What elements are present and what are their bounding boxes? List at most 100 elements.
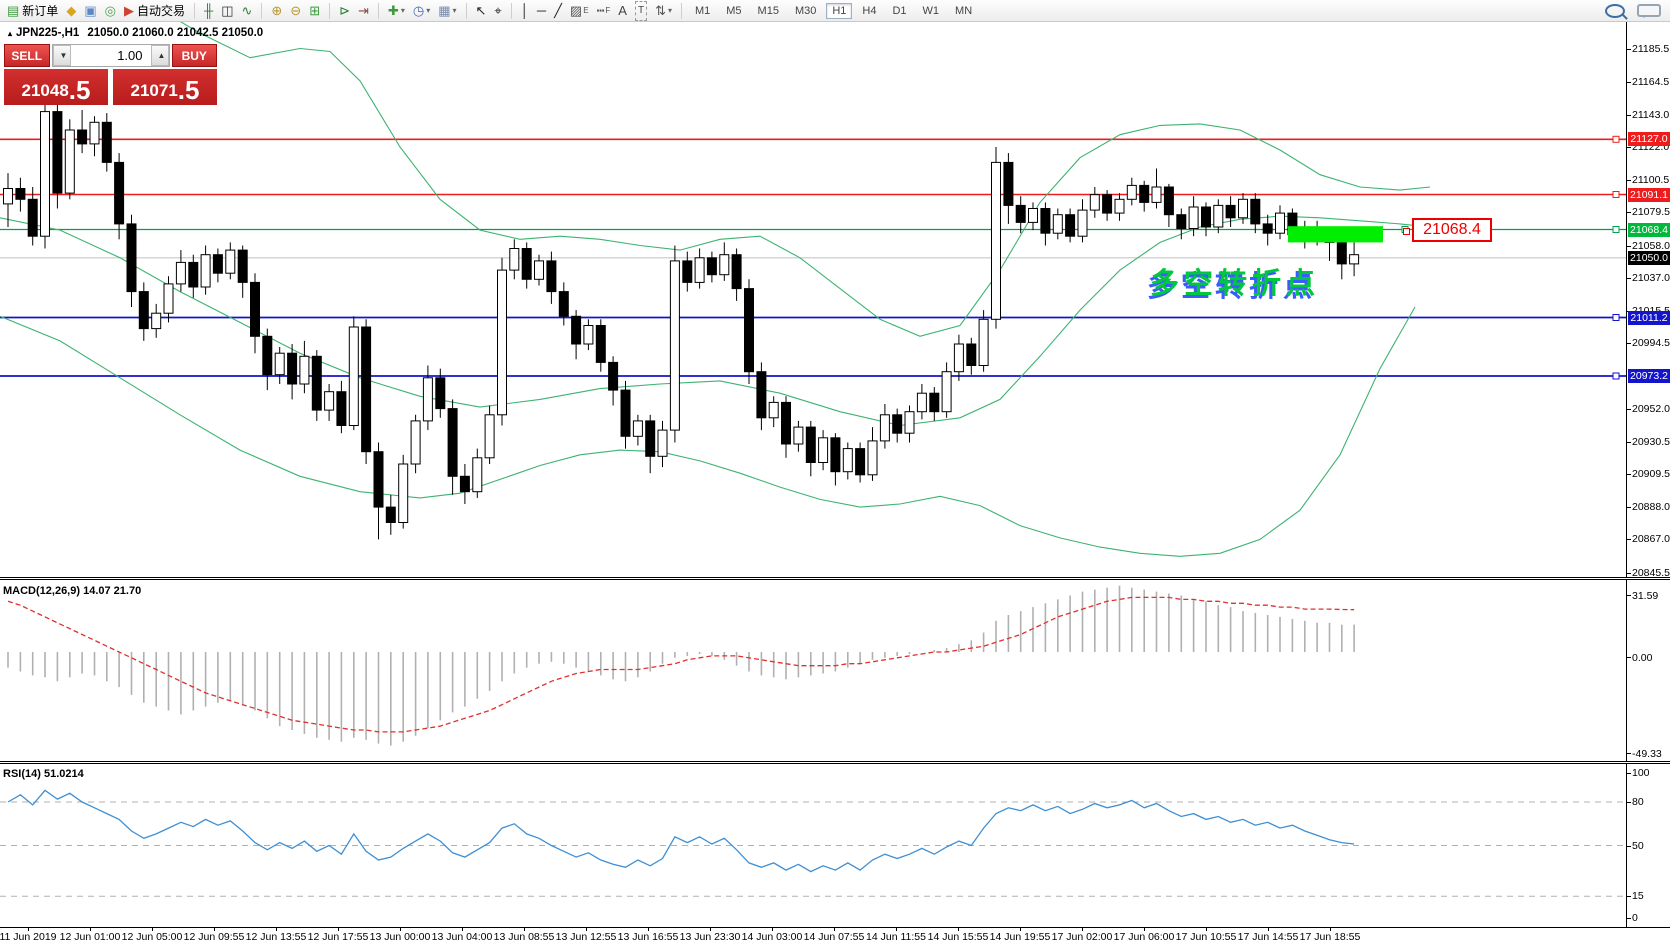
- new-order-icon[interactable]: ▤ 新订单: [7, 2, 59, 18]
- sell-price[interactable]: 21048.5: [4, 69, 108, 105]
- candle-body: [534, 260, 544, 280]
- candle-body: [435, 377, 446, 410]
- indicators-icon[interactable]: ✚ ▾: [387, 2, 405, 18]
- bar-chart-icon[interactable]: ╫: [203, 2, 214, 18]
- timeframe-M15-button[interactable]: M15: [757, 4, 779, 17]
- timeframe-H4-button[interactable]: H4: [862, 4, 877, 17]
- axis-tick: [1626, 753, 1631, 755]
- tile-windows-icon[interactable]: ⊞: [309, 2, 321, 18]
- line-handle[interactable]: [1612, 135, 1620, 143]
- timeframe-MN-button[interactable]: MN: [955, 4, 973, 17]
- highlight-bar[interactable]: [1288, 226, 1383, 243]
- chart-shift-icon[interactable]: ⇥: [358, 2, 369, 18]
- time-tick: [1268, 927, 1269, 931]
- axis-tick: [1626, 802, 1631, 803]
- candle-body: [793, 426, 804, 445]
- timeframe-M5-button[interactable]: M5: [726, 4, 742, 17]
- trendline-icon[interactable]: ╱: [554, 2, 562, 18]
- turning-point-note[interactable]: 多空转折点: [1150, 268, 1321, 300]
- candle-body: [1262, 223, 1273, 234]
- axis-tick: [1626, 474, 1631, 475]
- buy-button[interactable]: BUY: [171, 44, 217, 67]
- chat-icon[interactable]: [1637, 4, 1661, 18]
- volume-decrease-button[interactable]: ▼: [52, 45, 71, 66]
- bollinger-lower-band: [0, 306, 1416, 557]
- time-tick: [462, 927, 463, 931]
- timeframe-D1-button[interactable]: D1: [892, 4, 907, 17]
- search-icon[interactable]: [1605, 3, 1625, 18]
- candle-body: [546, 260, 557, 293]
- arrows-icon[interactable]: ⇅ ▾: [655, 2, 672, 18]
- toolbar-separator: [261, 2, 263, 19]
- time-axis-label: 14 Jun 19:55: [989, 931, 1051, 943]
- main-chart-svg: [0, 22, 1626, 557]
- volume-increase-button[interactable]: ▲: [150, 45, 169, 66]
- candle-body: [114, 161, 125, 225]
- chart-profile-icon[interactable]: ◆: [66, 2, 77, 18]
- line-handle[interactable]: [1612, 191, 1620, 198]
- sell-button[interactable]: SELL: [4, 44, 50, 67]
- candle-body: [250, 281, 260, 337]
- time-axis-label: 13 Jun 12:55: [555, 931, 617, 943]
- timeframe-M1-button[interactable]: M1: [694, 4, 711, 17]
- equidistant-channel-icon[interactable]: ▨ E: [569, 2, 589, 18]
- candlestick-chart-icon[interactable]: ◫: [221, 2, 234, 18]
- time-axis-label: 12 Jun 17:55: [307, 931, 369, 943]
- time-tick: [772, 927, 773, 931]
- candle-body: [188, 261, 199, 288]
- axis-tick: [1626, 896, 1631, 898]
- candle-body: [101, 121, 112, 163]
- line-chart-icon[interactable]: ∿: [241, 2, 253, 18]
- line-handle[interactable]: [1612, 226, 1620, 233]
- time-tick: [338, 927, 339, 931]
- time-axis-label: 14 Jun 15:55: [927, 931, 989, 943]
- axis-tick: [1626, 81, 1631, 83]
- candle-body: [521, 248, 532, 280]
- candle-body: [991, 161, 1001, 320]
- collapse-triangle-icon[interactable]: ▴: [8, 29, 13, 38]
- autotrading-icon[interactable]: ▶ 自动交易: [123, 2, 185, 18]
- candle-body: [978, 318, 989, 366]
- time-axis-label: 14 Jun 11:55: [866, 931, 926, 943]
- time-tick: [586, 927, 587, 931]
- cursor-icon[interactable]: ↖: [475, 2, 487, 18]
- periods-icon[interactable]: ◷ ▾: [412, 2, 431, 18]
- vertical-line-icon[interactable]: │: [520, 2, 529, 18]
- axis-tick: [1626, 49, 1631, 51]
- candle-body: [447, 408, 458, 477]
- volume-input[interactable]: [70, 45, 151, 66]
- candle-body: [842, 448, 853, 473]
- rsi-line: [7, 789, 1355, 873]
- timeframe-W1-button[interactable]: W1: [922, 4, 940, 17]
- price-badge-21050.0: 21050.0: [1628, 250, 1670, 265]
- candle-body: [645, 420, 656, 457]
- candle-body: [682, 260, 693, 283]
- axis-tick: [1626, 507, 1631, 509]
- candle-body: [1250, 198, 1261, 225]
- fibonacci-icon[interactable]: ┅ F: [596, 2, 611, 18]
- text-label-icon[interactable]: T: [632, 0, 650, 21]
- macd-rsi-divider[interactable]: [0, 761, 1670, 764]
- price-badge-21127.0: 21127.0: [1628, 132, 1670, 147]
- line-handle[interactable]: [1612, 372, 1620, 380]
- main-macd-divider[interactable]: [0, 577, 1670, 580]
- zoom-in-icon[interactable]: ⊕: [271, 2, 283, 18]
- templates-icon[interactable]: ▦ ▾: [438, 2, 457, 18]
- buy-price[interactable]: 21071.5: [113, 69, 217, 105]
- price-axis-label: 20952.0: [1632, 402, 1670, 415]
- candle-body: [212, 254, 223, 274]
- zoom-out-icon[interactable]: ⊖: [290, 2, 302, 18]
- auto-scroll-icon[interactable]: ⊳: [339, 2, 351, 18]
- timeframe-H1-button[interactable]: H1: [826, 2, 853, 19]
- terminal-panel-icon[interactable]: ▣: [84, 2, 97, 18]
- timeframe-M30-button[interactable]: M30: [794, 4, 817, 17]
- axis-tick: [1626, 343, 1631, 345]
- time-axis-label: 14 Jun 07:55: [803, 931, 865, 943]
- crosshair-icon[interactable]: ⌖: [494, 2, 502, 18]
- price-tag-box[interactable]: 21068.4: [1403, 218, 1492, 242]
- price-axis-label: 20888.0: [1632, 501, 1670, 514]
- text-icon[interactable]: A: [618, 2, 627, 18]
- signals-icon[interactable]: ◎: [104, 2, 116, 18]
- line-handle[interactable]: [1612, 314, 1620, 321]
- horizontal-line-icon[interactable]: ─: [536, 2, 547, 18]
